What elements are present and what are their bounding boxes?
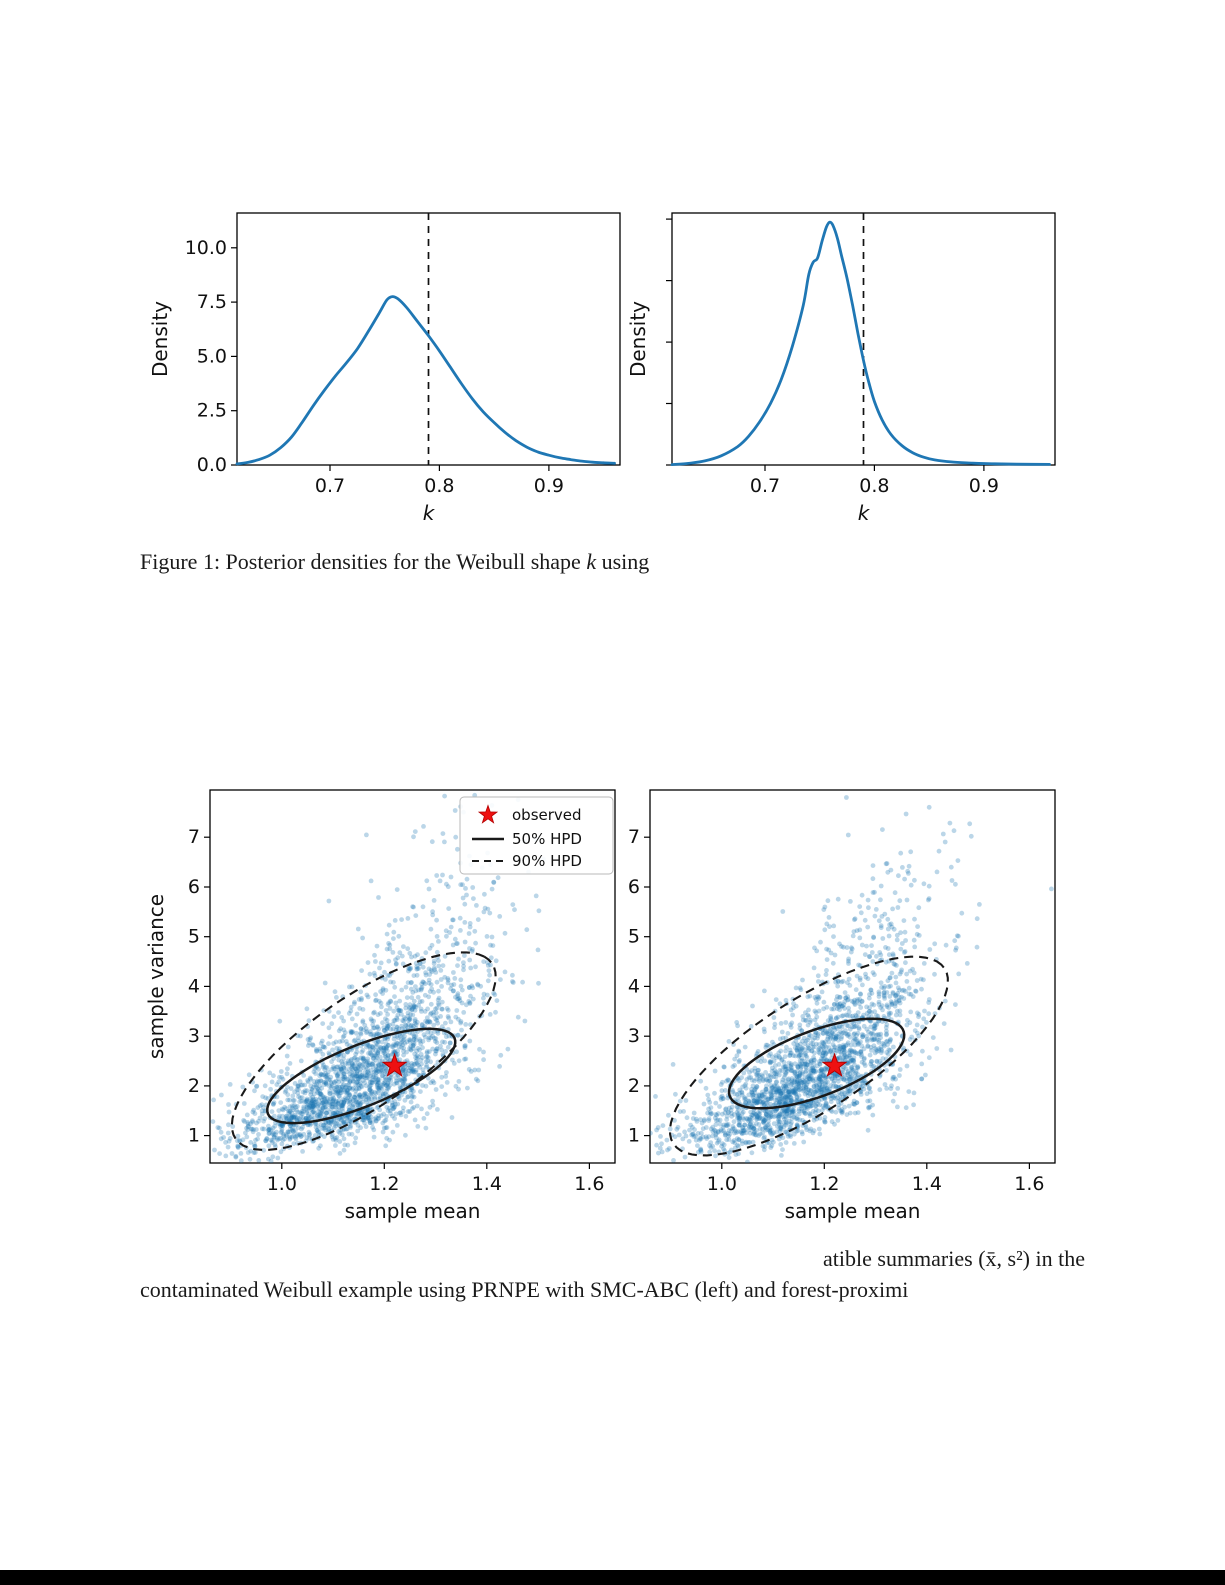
svg-text:1.0: 1.0 <box>707 1173 737 1195</box>
x-axis-label: sample mean <box>785 1199 921 1223</box>
observed-star <box>381 1052 408 1077</box>
axes-box <box>649 789 1056 1164</box>
figure2-caption-line2: contaminated Weibull example using PRNPE… <box>140 1277 909 1302</box>
y-axis-ticks: 0.0 2.5 5.0 7.5 10.0 <box>185 237 237 476</box>
svg-text:1: 1 <box>628 1125 640 1147</box>
figure2-caption: atible summaries (x̄, s²) in the contami… <box>140 1243 1085 1305</box>
svg-text:0.0: 0.0 <box>197 454 227 476</box>
x-axis-ticks: 1.0 1.2 1.4 1.6 <box>707 1163 1045 1195</box>
svg-text:2: 2 <box>188 1075 200 1097</box>
svg-text:1.0: 1.0 <box>267 1173 297 1195</box>
x-axis-ticks: 0.7 0.8 0.9 <box>315 465 564 497</box>
scatter-plot-left: 1.0 1.2 1.4 1.6 1 2 3 4 5 6 7 sample mean sample var… <box>144 789 616 1223</box>
svg-text:1.2: 1.2 <box>369 1173 399 1195</box>
y-axis-label: Density <box>626 301 650 377</box>
y-axis-label: Density <box>148 301 172 377</box>
scatter-plot-right: 1.0 1.2 1.4 1.6 1 2 3 4 5 6 7 sample mean <box>628 789 1056 1223</box>
axes-box <box>209 789 616 1164</box>
x-axis-label: sample mean <box>345 1199 481 1223</box>
figure2-caption-line1: atible summaries (x̄, s²) in the <box>823 1246 1085 1271</box>
density-curve <box>670 220 1051 466</box>
svg-text:1.4: 1.4 <box>912 1173 942 1195</box>
svg-text:1.4: 1.4 <box>472 1173 502 1195</box>
svg-text:5: 5 <box>188 926 200 948</box>
svg-text:90% HPD: 90% HPD <box>512 852 582 870</box>
svg-text:6: 6 <box>628 876 640 898</box>
hpd90-contour <box>230 951 497 1151</box>
figure1-caption-text: Figure 1: Posterior densities for the We… <box>140 549 587 574</box>
svg-text:0.7: 0.7 <box>750 475 780 497</box>
x-axis-ticks: 0.7 0.8 0.9 <box>750 465 999 497</box>
scatter-points <box>650 795 1054 1163</box>
figure1-caption-math-k: k <box>586 549 597 574</box>
bottom-black-bar <box>0 1570 1225 1585</box>
svg-text:0.7: 0.7 <box>315 475 345 497</box>
svg-text:5: 5 <box>628 926 640 948</box>
svg-text:3: 3 <box>188 1025 200 1047</box>
figure1-caption-tail: using <box>596 549 650 574</box>
svg-text:7: 7 <box>628 826 640 848</box>
observed-star <box>821 1052 848 1077</box>
svg-text:6: 6 <box>188 876 200 898</box>
hpd50-contour <box>727 1017 906 1110</box>
svg-text:4: 4 <box>188 975 200 997</box>
svg-text:50% HPD: 50% HPD <box>512 830 582 848</box>
legend: observed 50% HPD 90% HPD <box>459 796 614 875</box>
svg-text:7.5: 7.5 <box>197 291 227 313</box>
svg-text:0.9: 0.9 <box>534 475 564 497</box>
svg-text:observed: observed <box>512 806 582 824</box>
x-axis-label: k <box>858 501 871 525</box>
density-plot-right: 0.7 0.8 0.9 k Density <box>626 212 1056 525</box>
hpd50-contour <box>266 1027 457 1125</box>
svg-text:1.6: 1.6 <box>1014 1173 1044 1195</box>
hpd90-contour <box>668 955 949 1157</box>
figure1-caption: Figure 1: Posterior densities for the We… <box>140 549 1100 575</box>
y-axis-ticks: 1 2 3 4 5 6 7 <box>628 826 650 1147</box>
x-axis-ticks: 1.0 1.2 1.4 1.6 <box>267 1163 605 1195</box>
svg-text:2: 2 <box>628 1075 640 1097</box>
svg-text:1.6: 1.6 <box>574 1173 604 1195</box>
y-axis-ticks: 1 2 3 4 5 6 7 <box>188 826 210 1147</box>
svg-text:1: 1 <box>188 1125 200 1147</box>
svg-text:1.2: 1.2 <box>809 1173 839 1195</box>
legend-star-icon <box>477 804 499 824</box>
svg-text:3: 3 <box>628 1025 640 1047</box>
svg-text:7: 7 <box>188 826 200 848</box>
svg-text:0.8: 0.8 <box>424 475 454 497</box>
svg-text:0.9: 0.9 <box>969 475 999 497</box>
y-axis-ticks <box>666 218 672 466</box>
svg-text:10.0: 10.0 <box>185 237 227 259</box>
density-plot-left: 0.7 0.8 0.9 0.0 2.5 5.0 7.5 10.0 k Density <box>148 212 621 525</box>
svg-text:5.0: 5.0 <box>197 345 227 367</box>
svg-text:4: 4 <box>628 975 640 997</box>
x-axis-label: k <box>423 501 436 525</box>
svg-text:2.5: 2.5 <box>197 400 227 422</box>
svg-text:0.8: 0.8 <box>859 475 889 497</box>
y-axis-label: sample variance <box>144 894 168 1059</box>
density-curve <box>235 295 616 466</box>
